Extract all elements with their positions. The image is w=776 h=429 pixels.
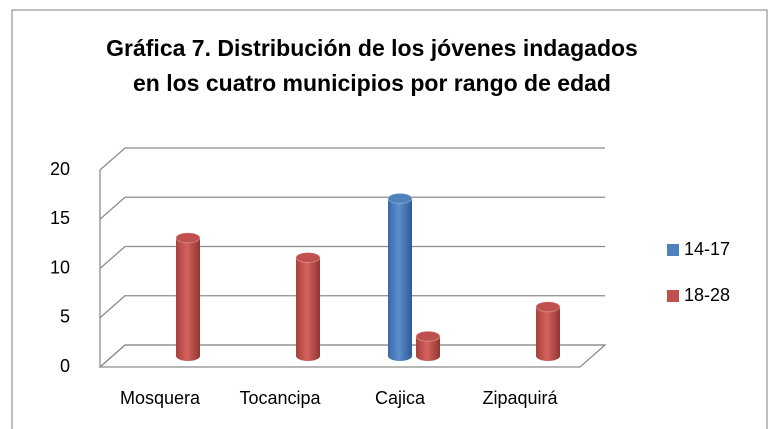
legend-swatch [667,244,679,256]
bar-body [536,306,560,361]
bar-body [416,336,440,361]
x-tick-label: Tocancipa [239,388,321,408]
bar-body [388,198,412,361]
bar-top [295,252,321,263]
chart-title: Gráfica 7. Distribución de los jóvenes i… [106,35,638,61]
bar-body [296,257,320,361]
bar-top [175,232,201,244]
bar-top [535,301,561,313]
legend-swatch [667,290,679,302]
bar-body [176,237,200,361]
x-tick-label: Zipaquirá [482,388,558,408]
y-tick-label: 0 [60,356,70,376]
grid-line [99,245,605,269]
bar [415,330,441,361]
legend-label: 14-17 [684,239,730,259]
chart-frame [11,9,768,429]
y-tick-label: 10 [50,257,70,277]
chart-title: en los cuatro municipios por rango de ed… [133,70,611,96]
grid-line [99,147,605,171]
bar-top [387,192,413,204]
grid-line [99,295,605,319]
y-tick-label: 5 [60,307,70,327]
bar [175,232,201,361]
grid-line [99,344,605,368]
floor [98,344,607,368]
y-tick-label: 15 [50,208,70,228]
bar [535,301,561,361]
y-tick-label: 20 [50,159,70,179]
x-tick-label: Cajica [375,388,426,408]
legend-label: 18-28 [684,285,730,305]
grid-line [99,196,605,220]
bar-top [415,330,441,342]
bar [295,252,321,361]
x-tick-label: Mosquera [120,388,201,408]
bar [387,192,413,361]
